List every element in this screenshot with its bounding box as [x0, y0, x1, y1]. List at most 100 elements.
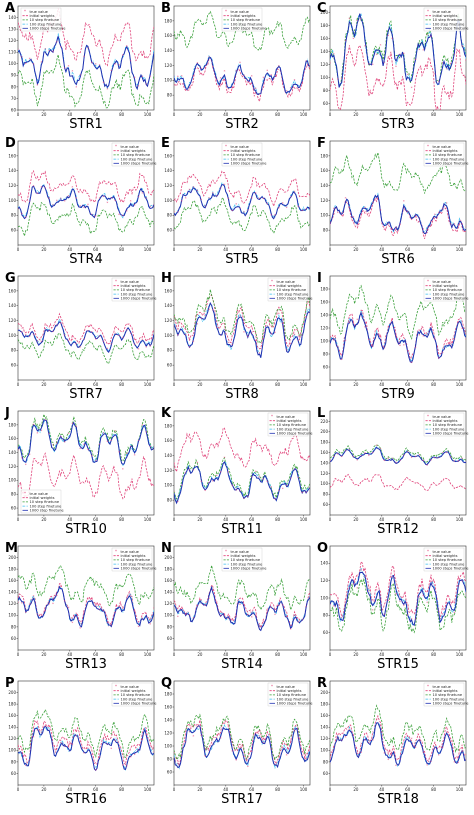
legend-label: 10 step finetune — [433, 423, 463, 427]
true-value-point: * — [266, 611, 268, 615]
true-value-point: * — [40, 613, 42, 617]
true-value-point: * — [228, 197, 230, 201]
true-value-point: * — [465, 337, 467, 341]
true-value-point: * — [17, 48, 19, 52]
true-value-point: * — [83, 55, 85, 59]
true-value-point: * — [243, 74, 245, 78]
true-value-point: * — [352, 583, 354, 587]
y-tick-label: 130 — [8, 27, 16, 32]
true-value-point: * — [134, 203, 136, 207]
true-value-point: * — [60, 46, 62, 50]
true-value-point: * — [282, 604, 284, 608]
panel-letter: A — [5, 1, 16, 16]
y-tick-label: 180 — [164, 691, 172, 696]
y-tick-label: 160 — [8, 153, 16, 158]
true-value-point: * — [301, 209, 303, 213]
true-value-point: * — [48, 329, 50, 333]
legend-label: true value — [433, 10, 452, 14]
true-value-point: * — [60, 585, 62, 589]
true-value-point: * — [450, 456, 452, 460]
true-value-point: * — [333, 339, 335, 343]
true-value-point: * — [360, 17, 362, 21]
legend-label: 1000 step finetune — [30, 509, 65, 513]
true-value-point: * — [110, 69, 112, 73]
x-tick-label: 20 — [353, 787, 359, 792]
true-value-point: * — [349, 728, 351, 732]
axes-frame — [17, 545, 155, 651]
true-value-point: * — [231, 343, 233, 347]
true-value-point: * — [212, 479, 214, 483]
y-tick-label: 180 — [164, 423, 172, 428]
true-value-point: * — [387, 758, 389, 762]
true-value-point: * — [64, 67, 66, 71]
y-tick-label: 100 — [164, 333, 172, 338]
x-tick-label: 20 — [197, 787, 203, 792]
series-initial-weights — [330, 196, 466, 239]
true-value-point: * — [25, 611, 27, 615]
y-tick-label: 110 — [8, 50, 16, 55]
true-value-point: * — [270, 332, 272, 336]
panel-title: STR17 — [221, 792, 263, 807]
x-tick-label: 100 — [144, 382, 152, 387]
true-value-point: * — [345, 599, 347, 603]
y-tick-label: 120 — [164, 318, 172, 323]
true-value-point: * — [270, 606, 272, 610]
true-value-point: * — [329, 460, 331, 464]
y-tick-label: 160 — [164, 33, 172, 38]
true-value-point: * — [208, 197, 210, 201]
true-value-point: * — [173, 75, 175, 79]
true-value-point: * — [418, 334, 420, 338]
y-tick-label: 160 — [164, 438, 172, 443]
true-value-point: * — [189, 468, 191, 472]
true-value-point: * — [68, 195, 70, 199]
x-tick-label: 20 — [41, 787, 47, 792]
legend-label: 1000 steps finetune — [433, 567, 470, 571]
x-tick-label: 0 — [173, 247, 176, 252]
true-value-point: * — [434, 584, 436, 588]
y-tick-label: 120 — [164, 468, 172, 473]
true-value-point: * — [95, 769, 97, 773]
true-value-point: * — [426, 333, 428, 337]
true-value-point: * — [153, 203, 155, 207]
true-value-point: * — [364, 326, 366, 330]
true-value-point: * — [337, 452, 339, 456]
panel-letter: C — [317, 1, 327, 16]
legend-label: 100 step finetune — [433, 697, 466, 701]
true-value-point: * — [87, 598, 89, 602]
true-value-point: * — [364, 44, 366, 48]
true-value-point: * — [79, 447, 81, 451]
series-1000-steps-finetune — [174, 725, 310, 769]
legend-label: 100 step finetune — [433, 292, 466, 296]
true-value-point: * — [380, 448, 382, 452]
true-value-point: * — [442, 612, 444, 616]
true-value-point: * — [239, 747, 241, 751]
y-tick-label: 80 — [11, 84, 17, 89]
true-value-point: * — [461, 45, 463, 49]
true-value-point: * — [430, 324, 432, 328]
true-value-point: * — [204, 489, 206, 493]
true-value-point: * — [465, 758, 467, 762]
true-value-point: * — [391, 317, 393, 321]
true-value-point: * — [64, 333, 66, 337]
x-tick-label: 60 — [249, 247, 255, 252]
true-value-point: * — [75, 196, 77, 200]
true-value-point: * — [204, 755, 206, 759]
y-tick-label: 100 — [164, 613, 172, 618]
true-value-point: * — [356, 458, 358, 462]
true-value-point: * — [262, 76, 264, 80]
true-value-point: * — [224, 456, 226, 460]
x-tick-label: 100 — [144, 112, 152, 117]
true-value-point: * — [235, 322, 237, 326]
legend-label: 1000 steps finetune — [30, 27, 67, 31]
true-value-point: * — [305, 316, 307, 320]
y-tick-label: 60 — [167, 636, 173, 641]
true-value-point: * — [126, 44, 128, 48]
legend-box — [221, 142, 263, 167]
x-tick-label: 40 — [223, 382, 229, 387]
x-tick-label: 0 — [329, 112, 332, 117]
panel-title: STR6 — [381, 252, 415, 267]
x-tick-label: 40 — [223, 112, 229, 117]
